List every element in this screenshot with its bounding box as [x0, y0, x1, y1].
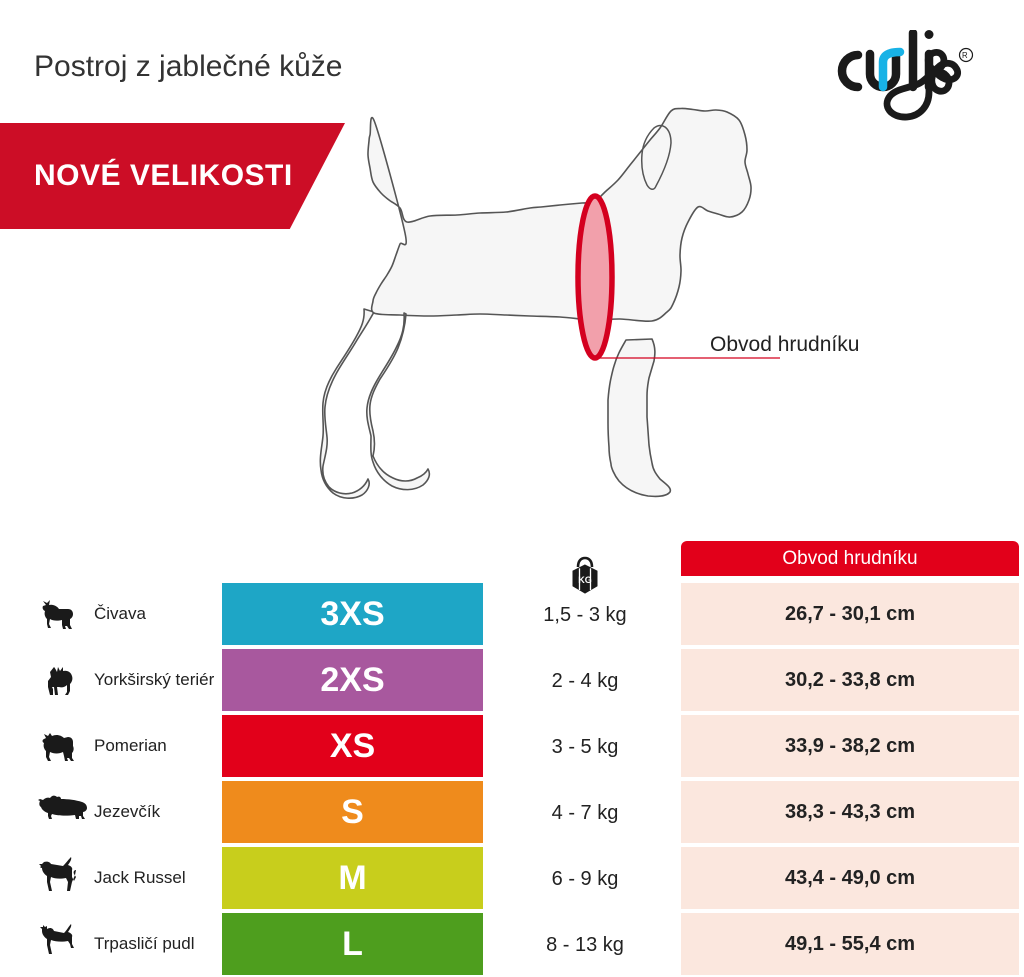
- svg-text:R: R: [962, 51, 968, 60]
